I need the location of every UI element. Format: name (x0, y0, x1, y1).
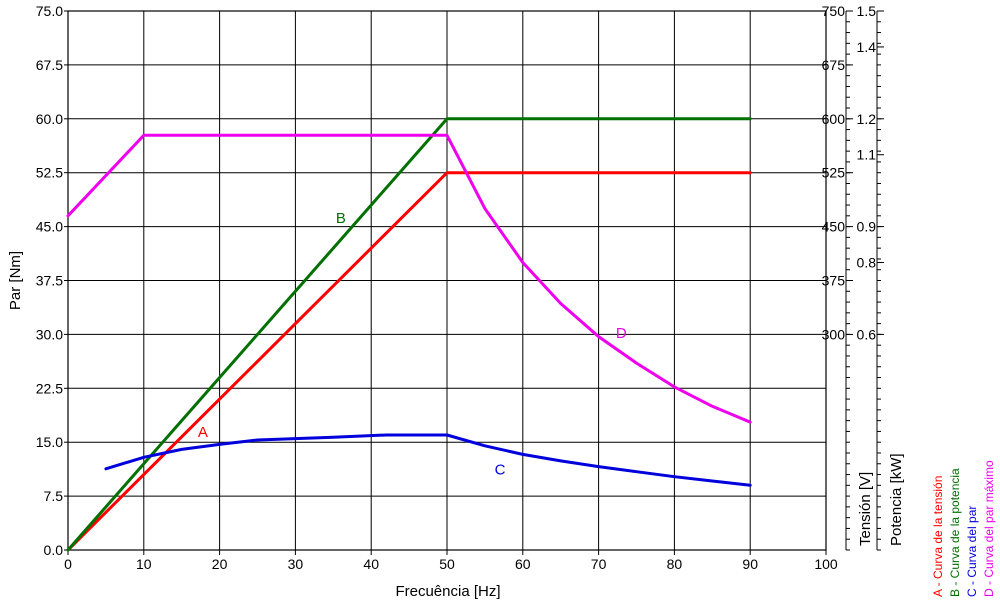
legend-item: A - Curva de la tensión (931, 476, 945, 597)
y-axis-title: Par [Nm] (7, 251, 24, 310)
right-axis-tick-label: 525 (822, 165, 846, 181)
y-tick-label: 52.5 (36, 165, 63, 181)
y-tick-label: 37.5 (36, 273, 63, 289)
right-axis-tick-label: 1.2 (857, 111, 877, 127)
y-tick-label: 15.0 (36, 434, 63, 450)
series-c-line (104, 433, 752, 487)
right-axis-title: Tensión [V] (857, 472, 874, 546)
y-tick-label: 0.0 (44, 542, 64, 558)
x-tick-label: 30 (288, 556, 304, 572)
axes: 0 10 20 30 40 50 60 70 80 90 100 0.0 7.5 15.0 22.5 30.0… (7, 3, 905, 600)
x-tick-label: 10 (136, 556, 152, 572)
right-axis-title: Potencia [kW] (888, 453, 905, 546)
y-tick-label: 45.0 (36, 219, 63, 235)
right-axis-tick-label: 0.6 (857, 326, 877, 342)
grid-lines (67, 10, 827, 551)
series-b-label: B (336, 210, 346, 227)
legend-item: C - Curva del par (965, 506, 979, 597)
right-axis-tick-label: 450 (822, 219, 846, 235)
series-a-label: A (198, 424, 208, 441)
series-d-label: D (616, 325, 627, 342)
series-labels: A B C D (198, 210, 627, 479)
y-tick-label: 67.5 (36, 57, 63, 73)
right-axis-tick-label: 600 (822, 111, 846, 127)
right-axis-tick-label: 750 (822, 3, 846, 19)
y-tick-label: 7.5 (44, 488, 64, 504)
right-axis-tick-label: 1.5 (857, 3, 877, 19)
x-tick-label: 60 (515, 556, 531, 572)
right-axis-tick-label: 1.1 (857, 147, 877, 163)
x-axis-title: Frecuência [Hz] (395, 583, 500, 600)
right-axis-tick-label: 675 (822, 57, 846, 73)
series-d-line (66, 133, 752, 424)
plot-series (66, 117, 752, 552)
right-axis-tick-label: 375 (822, 273, 846, 289)
x-tick-label: 70 (591, 556, 607, 572)
x-tick-label: 40 (363, 556, 379, 572)
right-axis-tick-label: 300 (822, 326, 846, 342)
right-axis-tick-label: 0.9 (857, 219, 877, 235)
y-tick-label: 22.5 (36, 380, 63, 396)
y-tick-label: 30.0 (36, 326, 63, 342)
right-axis-tick-label: 0.8 (857, 255, 877, 271)
x-tick-label: 90 (742, 556, 758, 572)
series-a-line (66, 171, 752, 552)
legend-item: D - Curva del par máximo (982, 460, 996, 597)
x-tick-label: 0 (64, 556, 72, 572)
x-tick-label: 20 (212, 556, 228, 572)
right-axis-tick-label: 1.4 (857, 39, 877, 55)
legend-item: B - Curva de la potencia (948, 468, 962, 597)
legend: A - Curva de la tensión B - Curva de la p… (931, 460, 996, 597)
series-c-label: C (495, 462, 506, 479)
series-b-line (66, 117, 752, 552)
y-tick-label: 75.0 (36, 3, 63, 19)
x-tick-label: 100 (814, 556, 838, 572)
x-tick-label: 50 (439, 556, 455, 572)
x-tick-label: 80 (667, 556, 683, 572)
y-tick-label: 60.0 (36, 111, 63, 127)
